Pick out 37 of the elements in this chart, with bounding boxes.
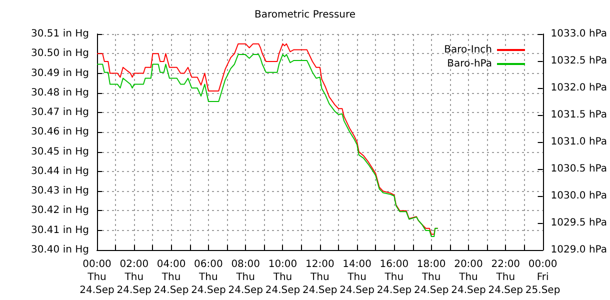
x-tick-label: 12:00 Thu 24.Sep — [302, 259, 338, 296]
y2-tick-label: 1033.0 hPa — [550, 28, 608, 40]
x-tick-label: 22:00 Thu 24.Sep — [488, 259, 524, 296]
y-tick-label: 30.51 in Hg — [31, 28, 89, 40]
x-tick-label: 16:00 Thu 24.Sep — [376, 259, 412, 296]
x-tick-label: 00:00 Thu 24.Sep — [80, 259, 114, 296]
y2-tick-label: 1030.0 hPa — [550, 190, 608, 202]
y2-tick-label: 1029.5 hPa — [550, 218, 608, 228]
x-tick-label: 14:00 Thu 24.Sep — [340, 259, 374, 296]
legend-label: Baro-hPa — [447, 58, 492, 70]
chart-title: Barometric Pressure — [254, 10, 356, 20]
x-tick-label: 04:00 Thu 24.Sep — [154, 259, 189, 296]
y-tick-label: 30.44 in Hg — [31, 166, 89, 177]
x-tick-label: 06:00 Thu 24.Sep — [191, 259, 226, 296]
y2-tick-label: 1030.5 hPa — [550, 164, 608, 174]
x-tick-label: 20:00 Thu 24.Sep — [451, 259, 486, 296]
x-tick-label: 08:00 Thu 24.Sep — [228, 259, 263, 296]
legend-label: Baro-Inch — [444, 44, 492, 56]
y-tick-label: 30.41 in Hg — [31, 224, 89, 236]
x-tick-label: 00:00 Fri 25.Sep — [525, 259, 560, 296]
y-tick-label: 30.42 in Hg — [31, 205, 89, 216]
x-tick-label: 18:00 Thu 24.Sep — [414, 259, 449, 296]
y2-tick-label: 1032.5 hPa — [550, 56, 608, 66]
y-tick-label: 30.45 in Hg — [31, 146, 89, 158]
y-tick-label: 30.49 in Hg — [31, 68, 89, 79]
y2-tick-label: 1031.0 hPa — [550, 136, 608, 148]
y-tick-label: 30.47 in Hg — [31, 107, 89, 118]
y-tick-label: 30.43 in Hg — [31, 186, 89, 197]
x-tick-label: 10:00 Thu 24.Sep — [265, 259, 300, 296]
y-tick-label: 30.48 in Hg — [31, 87, 89, 98]
y-tick-label: 30.46 in Hg — [31, 126, 89, 138]
y2-tick-label: 1031.5 hPa — [550, 110, 608, 120]
x-tick-label: 02:00 Thu 24.Sep — [116, 259, 152, 296]
y2-tick-label: 1029.0 hPa — [550, 244, 608, 256]
y-tick-label: 30.50 in Hg — [31, 48, 89, 60]
y2-tick-label: 1032.0 hPa — [550, 82, 608, 94]
y-tick-label: 30.40 in Hg — [31, 244, 89, 256]
